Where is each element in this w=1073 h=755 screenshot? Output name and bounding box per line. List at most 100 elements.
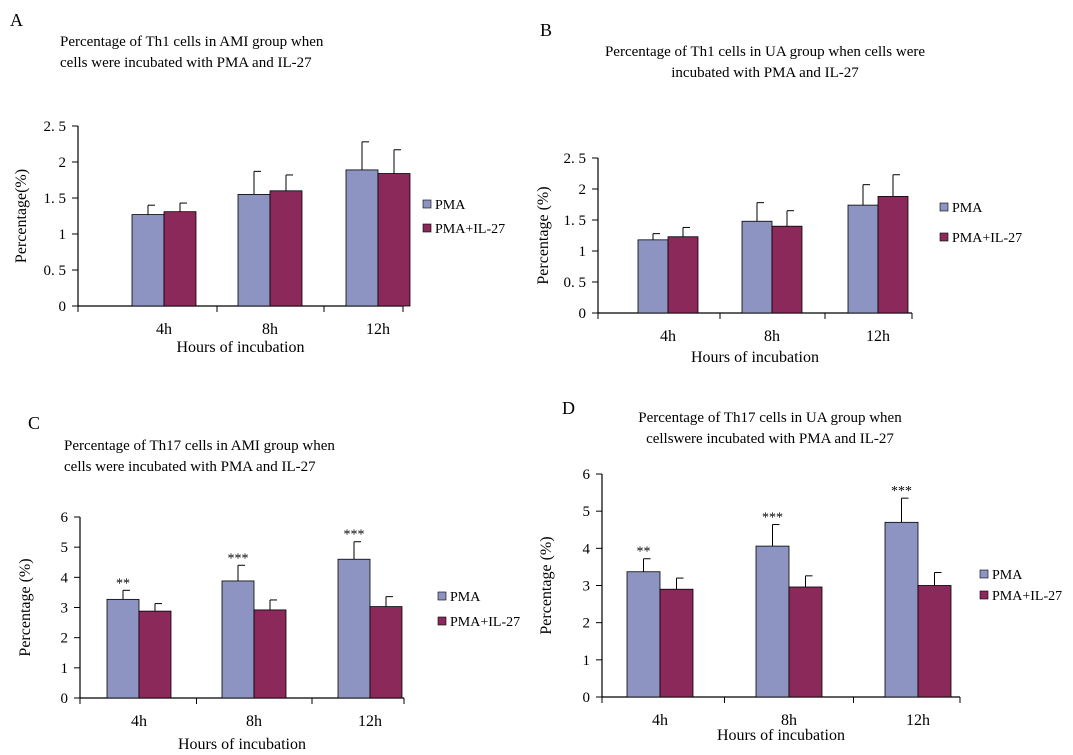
chart-title-line-1: Percentage of Th1 cells in AMI group whe… xyxy=(60,34,324,50)
legend-swatch xyxy=(422,199,432,209)
y-tick-label: 4 xyxy=(583,541,591,557)
bar xyxy=(337,558,371,699)
legend-label: PMA+IL-27 xyxy=(992,589,1062,604)
bar xyxy=(637,239,669,314)
significance-marker: *** xyxy=(228,551,249,566)
x-axis-title: Hours of incubation xyxy=(178,736,306,753)
y-tick-label: 0 xyxy=(579,306,587,322)
bar xyxy=(771,225,803,314)
y-tick-label: 1 xyxy=(59,227,67,243)
significance-marker: *** xyxy=(344,528,365,543)
y-axis-title: Percentage (%) xyxy=(17,558,34,656)
bar xyxy=(877,196,909,314)
y-tick-label: 1. 5 xyxy=(564,213,587,229)
legend-swatch xyxy=(437,616,447,626)
bar xyxy=(237,193,271,307)
chart-title-line-2: cells were incubated with PMA and IL-27 xyxy=(64,459,316,475)
panel-letter: B xyxy=(540,20,553,40)
bar xyxy=(369,606,403,699)
legend-swatch xyxy=(437,591,447,601)
y-tick-label: 5 xyxy=(61,540,69,556)
bar xyxy=(884,521,919,698)
bar xyxy=(131,214,165,307)
significance-marker: ** xyxy=(637,545,651,560)
x-tick-label: 4h xyxy=(652,712,668,729)
y-tick-label: 2 xyxy=(583,616,591,632)
y-tick-label: 1 xyxy=(579,244,587,260)
y-tick-label: 0. 5 xyxy=(564,275,587,291)
significance-marker: ** xyxy=(116,576,130,591)
y-tick-label: 0. 5 xyxy=(44,263,67,279)
x-tick-label: 8h xyxy=(246,713,262,730)
legend-label: PMA xyxy=(450,590,481,605)
chart-title-line-2: cellswere incubated with PMA and IL-27 xyxy=(646,431,894,447)
y-tick-label: 0 xyxy=(59,299,67,315)
chart-title-line-2: incubated with PMA and IL-27 xyxy=(671,65,859,81)
x-tick-label: 4h xyxy=(660,328,676,345)
chart-title-line-2: cells were incubated with PMA and IL-27 xyxy=(60,55,312,71)
chart-title: Percentage of Th17 cells in AMI group wh… xyxy=(64,436,335,478)
panel-letter: A xyxy=(10,10,23,30)
x-tick-label: 4h xyxy=(131,713,147,730)
y-tick-label: 0 xyxy=(583,690,591,706)
chart-title-line-1: Percentage of Th17 cells in AMI group wh… xyxy=(64,438,335,454)
x-axis-title: Hours of incubation xyxy=(717,727,845,744)
significance-marker: *** xyxy=(891,484,912,499)
legend-swatch xyxy=(939,232,949,242)
y-tick-label: 2 xyxy=(579,182,587,198)
y-axis-title: Percentage (%) xyxy=(538,536,555,634)
legend-swatch xyxy=(979,569,989,579)
bar xyxy=(253,609,287,699)
chart-title: Percentage of Th1 cells in AMI group whe… xyxy=(60,32,323,74)
y-tick-label: 6 xyxy=(583,467,591,483)
bar xyxy=(345,169,379,307)
x-tick-label: 8h xyxy=(781,712,797,729)
bar xyxy=(138,610,172,699)
chart-title-line-1: Percentage of Th1 cells in UA group when… xyxy=(604,44,926,60)
panel-letter: C xyxy=(28,413,41,433)
panel-letter: D xyxy=(562,398,575,418)
bar xyxy=(741,220,773,314)
y-tick-label: 5 xyxy=(583,504,591,520)
bar xyxy=(163,211,197,307)
legend-swatch xyxy=(422,223,432,233)
bar xyxy=(788,586,823,698)
bar xyxy=(847,204,879,314)
y-axis-title: Percentage(%) xyxy=(13,169,30,263)
x-tick-label: 12h xyxy=(906,712,930,729)
bar xyxy=(667,236,699,314)
significance-marker: *** xyxy=(762,511,783,526)
bar xyxy=(221,580,255,699)
x-axis-title: Hours of incubation xyxy=(691,349,819,366)
x-tick-label: 8h xyxy=(262,321,278,338)
y-tick-label: 0 xyxy=(61,691,69,707)
legend-swatch xyxy=(979,590,989,600)
y-tick-label: 6 xyxy=(61,510,69,526)
legend-label: PMA+IL-27 xyxy=(435,222,505,237)
x-axis-title: Hours of incubation xyxy=(177,339,305,356)
legend-label: PMA+IL-27 xyxy=(952,231,1022,246)
chart-title: Percentage of Th17 cells in UA group whe… xyxy=(600,408,940,450)
y-tick-label: 3 xyxy=(61,601,69,617)
y-tick-label: 3 xyxy=(583,579,591,595)
y-tick-label: 1 xyxy=(61,661,69,677)
x-tick-label: 4h xyxy=(156,321,172,338)
y-tick-label: 2 xyxy=(59,155,67,171)
y-axis-title: Percentage (%) xyxy=(535,186,552,284)
legend-label: PMA xyxy=(435,198,466,213)
x-tick-label: 12h xyxy=(866,328,890,345)
x-tick-label: 12h xyxy=(358,713,382,730)
bar xyxy=(659,588,694,698)
y-tick-label: 2. 5 xyxy=(44,119,67,135)
y-tick-label: 1 xyxy=(583,653,591,669)
bar xyxy=(917,585,952,698)
bar xyxy=(626,571,661,698)
x-tick-label: 8h xyxy=(764,328,780,345)
bar xyxy=(377,173,411,307)
y-tick-label: 1. 5 xyxy=(44,191,67,207)
bar xyxy=(269,190,303,307)
legend-swatch xyxy=(939,202,949,212)
chart-title-line-1: Percentage of Th17 cells in UA group whe… xyxy=(638,410,902,426)
chart-title: Percentage of Th1 cells in UA group when… xyxy=(580,42,950,84)
